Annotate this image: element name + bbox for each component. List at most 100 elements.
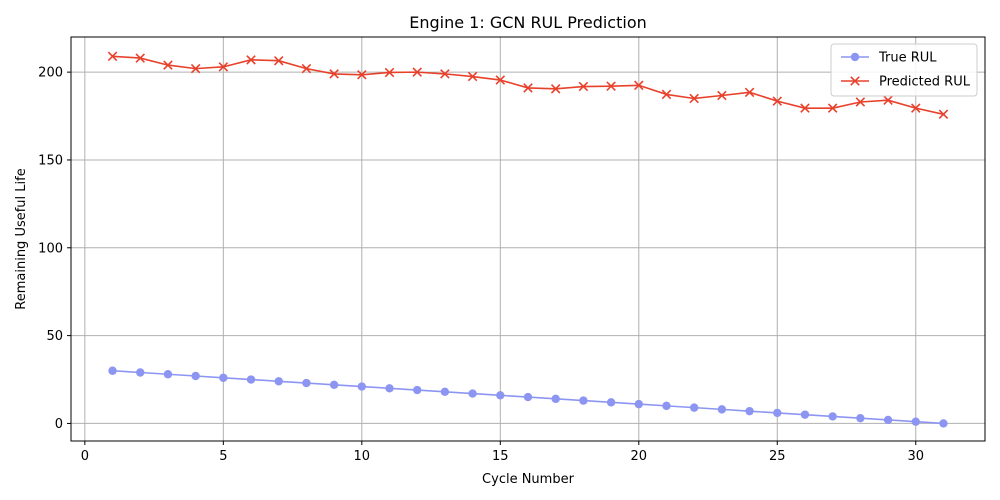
marker-stroke xyxy=(135,53,146,63)
marker-stroke xyxy=(107,51,118,62)
x-tick-label: 5 xyxy=(219,449,227,464)
marker-stroke xyxy=(440,69,450,79)
x-tick-label: 20 xyxy=(631,449,648,464)
data-point xyxy=(745,406,754,416)
data-point xyxy=(274,377,283,386)
data-point xyxy=(634,399,643,409)
x-tick-label: 10 xyxy=(354,449,371,464)
x-tick-label: 15 xyxy=(492,449,509,464)
data-point xyxy=(579,396,588,405)
data-point xyxy=(662,401,671,411)
data-point xyxy=(606,398,616,407)
data-point xyxy=(661,89,672,100)
data-point xyxy=(523,83,533,93)
data-point xyxy=(440,69,450,79)
data-point xyxy=(827,103,838,113)
data-point xyxy=(467,71,478,82)
data-point xyxy=(938,109,949,120)
data-point xyxy=(191,371,200,381)
data-point xyxy=(219,373,228,382)
marker-stroke xyxy=(523,83,533,93)
data-point xyxy=(440,387,450,397)
data-point xyxy=(772,96,783,106)
data-point xyxy=(357,382,367,391)
chart-title: Engine 1: GCN RUL Prediction xyxy=(409,13,647,32)
legend-label: Predicted RUL xyxy=(879,75,971,90)
marker-stroke xyxy=(744,87,755,98)
data-point xyxy=(302,378,311,388)
series-1 xyxy=(108,366,948,428)
data-point xyxy=(578,81,589,92)
legend-marker xyxy=(850,76,860,86)
series-layer xyxy=(107,51,949,428)
marker-stroke xyxy=(467,71,478,82)
data-point xyxy=(301,63,312,74)
data-point xyxy=(911,417,920,426)
marker-stroke xyxy=(689,93,699,104)
marker-stroke xyxy=(218,62,229,72)
marker-stroke xyxy=(495,75,506,85)
data-point xyxy=(329,380,339,389)
x-tick-label: 0 xyxy=(81,449,89,464)
marker-stroke xyxy=(190,63,201,74)
data-point xyxy=(744,87,755,98)
data-point xyxy=(855,97,866,107)
data-point xyxy=(163,370,173,379)
data-point xyxy=(551,394,560,404)
data-point xyxy=(329,69,339,79)
data-point xyxy=(468,389,477,398)
data-point xyxy=(717,90,727,101)
data-point xyxy=(828,412,837,421)
legend-item: True RUL xyxy=(841,51,937,66)
legend-item: Predicted RUL xyxy=(841,75,971,90)
marker-stroke xyxy=(634,80,644,91)
x-tick-label: 25 xyxy=(769,449,786,464)
series-2 xyxy=(107,51,949,120)
marker-stroke xyxy=(329,69,339,79)
data-point xyxy=(413,385,422,395)
legend: True RUL Predicted RUL xyxy=(830,43,978,97)
y-tick-label: 0 xyxy=(55,417,63,432)
data-point xyxy=(800,103,810,113)
marker-stroke xyxy=(246,55,256,65)
data-point xyxy=(246,55,256,65)
data-point xyxy=(773,408,782,418)
marker-stroke xyxy=(163,60,173,70)
marker-stroke xyxy=(938,109,949,120)
data-point xyxy=(384,67,395,78)
ticks-layer: 0 5 10 15 20 25 30 0 50 100 150 200 xyxy=(38,66,924,464)
y-axis-label: Remaining Useful Life xyxy=(14,168,29,309)
marker-stroke xyxy=(827,103,838,113)
data-point xyxy=(606,81,616,91)
data-point xyxy=(218,62,229,72)
data-point xyxy=(385,384,394,393)
legend-marker xyxy=(850,52,860,62)
data-point xyxy=(939,419,948,428)
marker-stroke xyxy=(273,55,284,66)
marker-stroke xyxy=(717,90,727,101)
marker-stroke xyxy=(772,96,783,106)
data-point xyxy=(190,63,201,74)
data-point xyxy=(800,410,810,419)
data-point xyxy=(689,93,699,104)
data-point xyxy=(496,391,505,400)
data-point xyxy=(273,55,284,66)
marker-stroke xyxy=(550,84,561,94)
data-point xyxy=(634,80,644,91)
plot-frame xyxy=(70,36,986,442)
data-point xyxy=(163,60,173,70)
y-tick-label: 150 xyxy=(38,153,63,168)
marker-stroke xyxy=(384,67,395,78)
marker-stroke xyxy=(578,81,589,92)
marker-stroke xyxy=(357,69,367,80)
y-tick-label: 200 xyxy=(38,66,63,81)
data-point xyxy=(523,392,533,402)
data-point xyxy=(108,366,117,375)
y-tick-label: 50 xyxy=(46,329,63,344)
data-point xyxy=(495,75,506,85)
x-axis-label: Cycle Number xyxy=(482,472,575,487)
data-point xyxy=(717,405,727,414)
marker-stroke xyxy=(661,89,672,100)
marker-stroke xyxy=(606,81,616,91)
data-point xyxy=(883,95,893,106)
